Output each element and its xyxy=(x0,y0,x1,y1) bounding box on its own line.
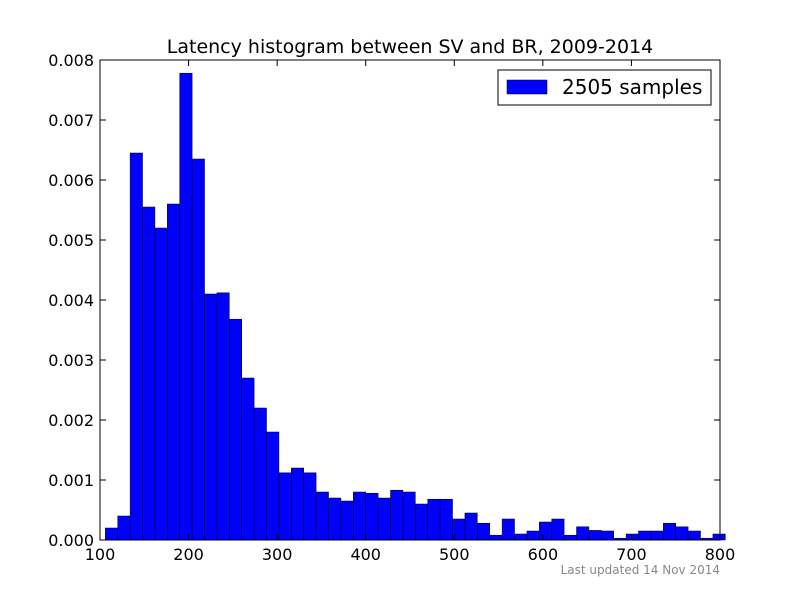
histogram-bar xyxy=(315,491,329,541)
histogram-bar xyxy=(303,472,317,541)
y-tick-label: 0.001 xyxy=(48,471,94,490)
x-tick-label: 500 xyxy=(439,545,470,564)
histogram-bar xyxy=(588,530,602,541)
y-tick-label: 0.000 xyxy=(48,531,94,550)
histogram-bar xyxy=(625,533,639,541)
histogram-bar xyxy=(191,158,205,541)
chart-title: Latency histogram between SV and BR, 200… xyxy=(167,36,653,58)
histogram-bar xyxy=(353,491,366,541)
histogram-bar xyxy=(415,503,428,541)
x-tick-label: 300 xyxy=(262,545,293,564)
histogram-bar xyxy=(291,467,304,541)
histogram-bar xyxy=(117,515,131,541)
histogram-bar xyxy=(278,472,292,541)
x-tick-labels: 100 200 300 400 500 600 700 800 xyxy=(85,545,736,564)
histogram-bar xyxy=(526,530,540,541)
histogram-bar xyxy=(390,489,404,541)
histogram-bar xyxy=(241,377,255,541)
histogram-bar xyxy=(167,203,180,541)
histogram-bar xyxy=(328,497,342,541)
x-tick-label: 800 xyxy=(705,545,736,564)
x-tick-label: 400 xyxy=(350,545,381,564)
histogram-bar xyxy=(253,407,267,541)
histogram-bar xyxy=(501,518,515,541)
last-updated-note: Last updated 14 Nov 2014 xyxy=(561,563,720,577)
histogram-bar xyxy=(601,530,614,541)
y-tick-label: 0.005 xyxy=(48,231,94,250)
histogram-bar xyxy=(229,318,242,541)
histogram-bar xyxy=(687,530,701,541)
histogram-bar xyxy=(129,152,143,541)
legend-swatch xyxy=(506,79,548,95)
histogram-bar xyxy=(216,292,230,541)
histogram-bars xyxy=(105,72,726,541)
histogram-bar xyxy=(477,522,490,541)
plot-frame xyxy=(99,59,721,541)
axis-ticks xyxy=(99,59,721,541)
histogram-bar xyxy=(675,526,689,541)
x-tick-label: 700 xyxy=(616,545,647,564)
x-tick-label: 200 xyxy=(173,545,204,564)
x-tick-label: 100 xyxy=(85,545,116,564)
x-tick-label: 600 xyxy=(528,545,559,564)
legend-label: 2505 samples xyxy=(562,75,702,99)
histogram-bar xyxy=(142,206,156,541)
y-tick-label: 0.002 xyxy=(48,411,94,430)
legend: 2505 samples xyxy=(497,69,712,106)
y-tick-labels: 0.000 0.001 0.002 0.003 0.004 0.005 0.006 0.007… xyxy=(48,51,94,550)
y-tick-label: 0.008 xyxy=(48,51,94,70)
histogram-bar xyxy=(489,534,503,541)
histogram-bar xyxy=(712,533,726,541)
histogram-bar xyxy=(365,492,379,541)
histogram-bar xyxy=(638,530,652,541)
histogram-bar xyxy=(402,491,416,541)
y-tick-label: 0.004 xyxy=(48,291,94,310)
histogram-bar xyxy=(427,498,441,541)
histogram-bar xyxy=(179,72,193,541)
y-tick-label: 0.007 xyxy=(48,111,94,130)
histogram-bar xyxy=(539,521,552,541)
histogram-bar xyxy=(464,512,478,541)
histogram-bar xyxy=(340,500,354,541)
histogram-bar xyxy=(650,530,664,541)
y-tick-label: 0.003 xyxy=(48,351,94,370)
histogram-bar xyxy=(154,227,168,541)
histogram-bar xyxy=(663,522,676,541)
histogram-bar xyxy=(514,533,528,541)
histogram-bar xyxy=(204,293,218,541)
histogram-bar xyxy=(266,431,280,541)
histogram-bar xyxy=(377,497,391,541)
histogram-bar xyxy=(563,534,577,541)
histogram-bar xyxy=(576,526,590,541)
histogram-bar xyxy=(105,527,118,541)
histogram-bar xyxy=(551,518,565,541)
y-tick-label: 0.006 xyxy=(48,171,94,190)
histogram-bar xyxy=(439,498,453,541)
